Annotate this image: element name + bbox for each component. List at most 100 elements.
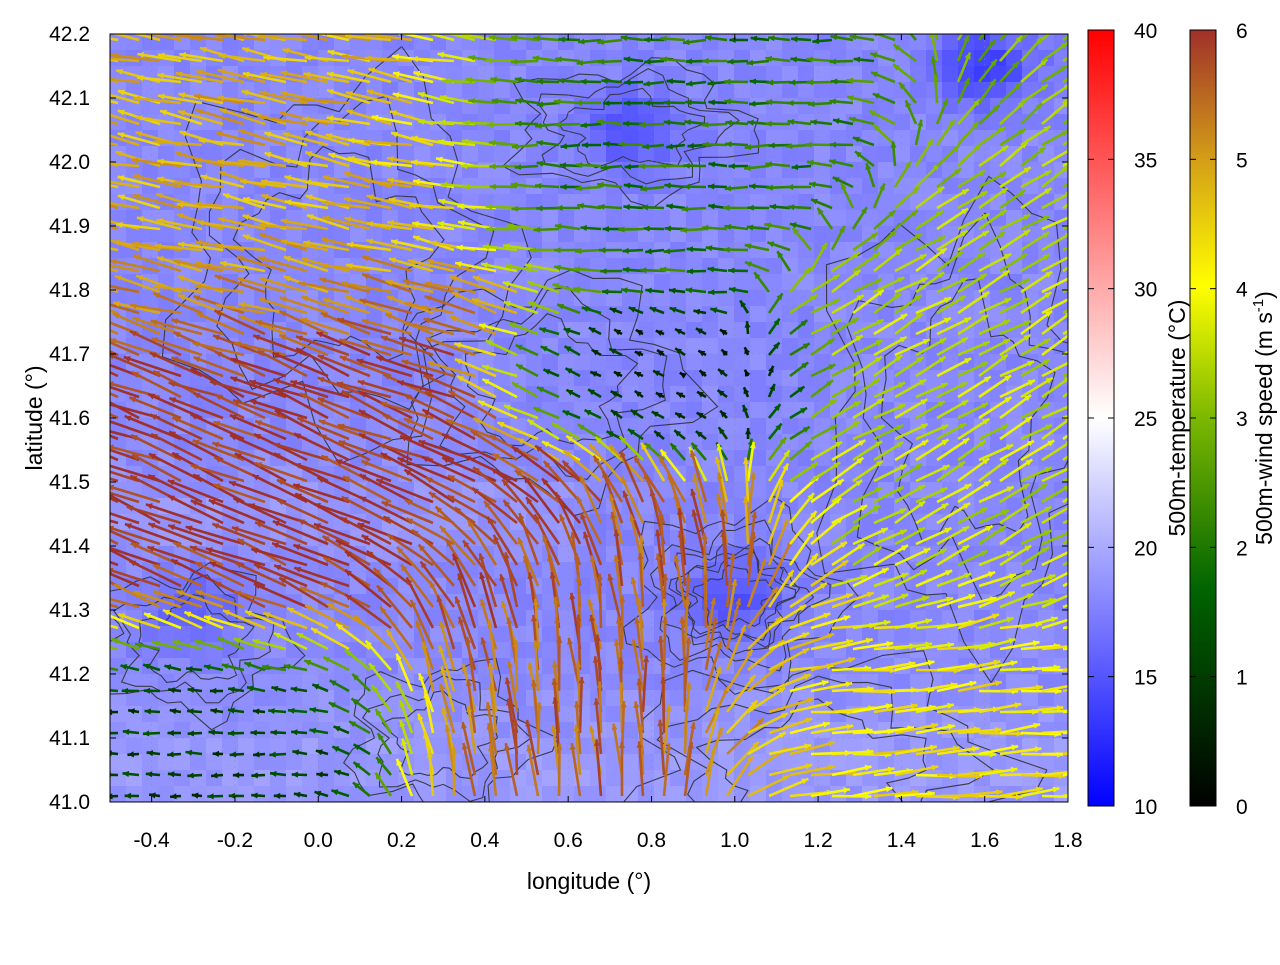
temperature-cell (734, 34, 750, 50)
temperature-cell (558, 290, 574, 306)
wind-vector-head (95, 27, 102, 33)
temperature-cell (126, 786, 142, 802)
temperature-cell (622, 738, 638, 754)
temperature-cell (654, 306, 670, 322)
wind-vector-head (200, 26, 207, 32)
temperature-cell (110, 786, 126, 802)
temperature-cell (606, 162, 622, 178)
temperature-cell (158, 690, 174, 706)
temperature-cell (254, 706, 270, 722)
temperature-cell (766, 370, 782, 386)
temperature-cell (238, 754, 254, 770)
temperature-cell (558, 34, 574, 50)
temperature-cell (766, 322, 782, 338)
temperature-cell (510, 594, 526, 610)
temperature-cell (862, 178, 878, 194)
temperature-cell (606, 354, 622, 370)
wind-vector-head (69, 194, 76, 200)
wind-vector-head (66, 333, 73, 339)
wind-vector-shaft (515, 719, 517, 775)
temperature-cell (798, 210, 814, 226)
temperature-cell (942, 66, 958, 82)
temperature-cell (814, 706, 830, 722)
temperature-cell (766, 354, 782, 370)
temperature-cell (494, 210, 510, 226)
temperature-cell (750, 290, 766, 306)
temperature-cell (862, 34, 878, 50)
temperature-cell (654, 66, 670, 82)
temperature-cell (766, 146, 782, 162)
temperature-cell (526, 146, 542, 162)
temperature-cell (622, 770, 638, 786)
temperature-cell (654, 786, 670, 802)
temperature-cell (1038, 738, 1054, 754)
temperature-cell (974, 690, 990, 706)
temperature-cell (702, 274, 718, 290)
temperature-cell (894, 114, 910, 130)
temperature-cell (894, 690, 910, 706)
temperature-cell (926, 98, 942, 114)
temperature-cell (670, 354, 686, 370)
temperature-cell (542, 354, 558, 370)
temperature-cell (654, 82, 670, 98)
temperature-cell (814, 50, 830, 66)
temperature-cell (622, 674, 638, 690)
temperature-cell (574, 370, 590, 386)
temperature-cell (814, 98, 830, 114)
wind-vector-head (106, 793, 113, 799)
temperature-cell (174, 626, 190, 642)
wind-vector-head (95, 90, 102, 96)
temperature-cell (1006, 706, 1022, 722)
temperature-cell (590, 210, 606, 226)
wind-vector-shaft (516, 640, 517, 691)
temperature-cell (206, 770, 222, 786)
temperature-cell (750, 162, 766, 178)
temperature-cell (750, 402, 766, 418)
temperature-cell (750, 34, 766, 50)
temperature-cell (558, 98, 574, 114)
temperature-cell (622, 754, 638, 770)
temperature-cell (542, 114, 558, 130)
temperature-cell (750, 130, 766, 146)
temperature-cell (510, 114, 526, 130)
temperature-cell (478, 210, 494, 226)
temperature-cell (718, 66, 734, 82)
temperature-cell (958, 706, 974, 722)
temperature-cell (206, 674, 222, 690)
wind-vector-head (153, 28, 160, 34)
wind-vector-head (86, 390, 93, 396)
temperature-cell (750, 386, 766, 402)
temperature-cell (798, 66, 814, 82)
temperature-cell (782, 34, 798, 50)
temperature-cell (142, 674, 158, 690)
temperature-cell (478, 82, 494, 98)
temperature-cell (318, 754, 334, 770)
wind-vector-head (85, 463, 92, 469)
temperature-cell (270, 658, 286, 674)
temperature-cell (654, 146, 670, 162)
temperature-cell (526, 82, 542, 98)
wind-vector-head (90, 75, 97, 81)
temperature-cell (126, 674, 142, 690)
temperature-cell (526, 658, 542, 674)
temperature-cell (750, 418, 766, 434)
temperature-cell (750, 82, 766, 98)
temperature-cell (494, 146, 510, 162)
temperature-cell (286, 722, 302, 738)
wind-vector-head (71, 312, 78, 318)
temperature-cell (142, 82, 158, 98)
wind-vector-head (72, 240, 79, 246)
temperature-cell (1038, 642, 1054, 658)
temperature-cell (302, 690, 318, 706)
temperature-cell (110, 754, 126, 770)
temperature-cell (654, 34, 670, 50)
temperature-cell (126, 738, 142, 754)
temperature-cell (638, 498, 654, 514)
wind-vector-head (86, 563, 93, 569)
temperature-cell (894, 610, 910, 626)
temperature-cell (670, 274, 686, 290)
temperature-cell (302, 738, 318, 754)
wind-vector-head (94, 216, 101, 222)
temperature-cell (830, 738, 846, 754)
temperature-cell (590, 274, 606, 290)
